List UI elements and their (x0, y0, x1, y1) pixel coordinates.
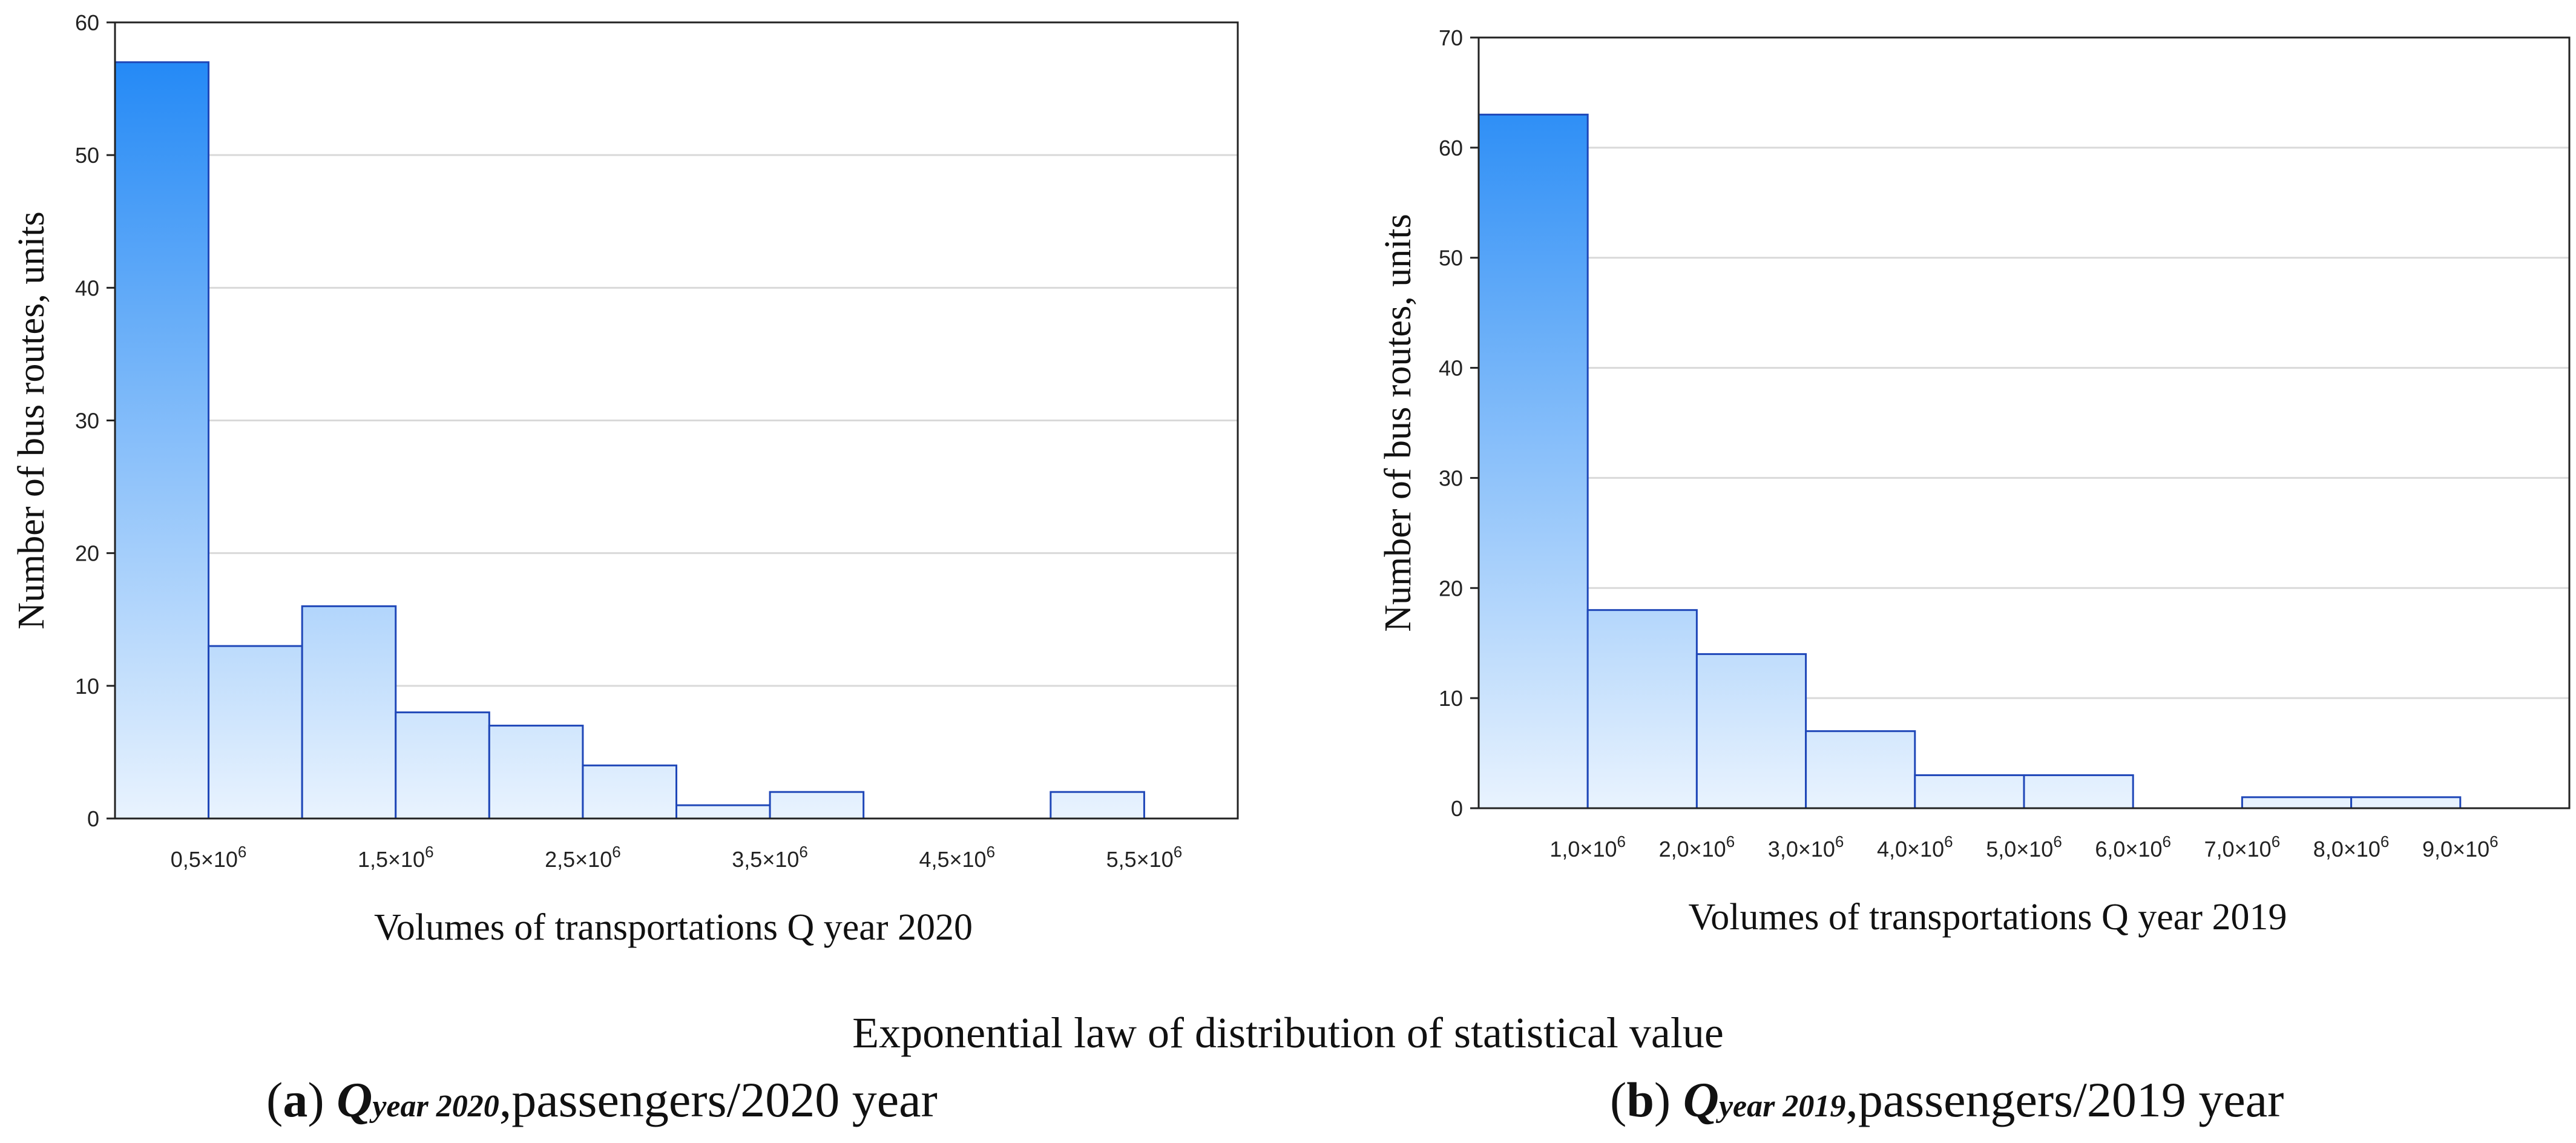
x-tick-label: 5,0×106 (1986, 832, 2062, 861)
histogram-bar (114, 61, 210, 820)
y-tick-label: 40 (75, 275, 99, 300)
x-tick-label: 6,0×106 (2095, 832, 2171, 861)
y-tick-label: 70 (1439, 25, 1463, 50)
histogram-bar (2241, 796, 2353, 809)
subcaption-b: (b) Qyear 2019,passengers/2019 year (1610, 1072, 2284, 1127)
histogram-bar (2350, 796, 2462, 809)
y-tick-label: 60 (75, 10, 99, 35)
histogram-bar (1586, 609, 1698, 809)
y-axis-label: Number of bus routes, units (1378, 214, 1419, 632)
y-tick-label: 20 (1439, 576, 1463, 601)
histogram-bar (582, 764, 678, 820)
subcaption-a-q: Q (337, 1072, 373, 1127)
x-tick-label: 2,5×106 (545, 843, 621, 872)
x-tick-label: 1,0×106 (1549, 832, 1626, 861)
y-tick-label: 50 (1439, 246, 1463, 271)
x-tick-label: 0,5×106 (171, 843, 247, 872)
y-tick-label: 20 (75, 541, 99, 566)
figure-caption: Exponential law of distribution of stati… (852, 1009, 1724, 1057)
x-tick-label: 2,0×106 (1659, 832, 1735, 861)
x-axis-label: Volumes of transportations Q year 2020 (374, 907, 973, 948)
histogram-bar (1805, 730, 1916, 809)
x-tick-label: 4,5×106 (919, 843, 995, 872)
y-tick-label: 10 (75, 674, 99, 699)
histogram-bar (769, 791, 865, 820)
histogram-bar (1695, 653, 1807, 809)
y-tick-label: 40 (1439, 356, 1463, 381)
histogram-bar (1914, 774, 2025, 809)
y-tick-label: 60 (1439, 136, 1463, 160)
y-tick-label: 10 (1439, 686, 1463, 711)
subcaption-a: (a) Qyear 2020,passengers/2020 year (266, 1072, 938, 1127)
subcaption-a-subscript: year 2020 (372, 1089, 499, 1124)
histogram-bar (301, 605, 397, 820)
x-tick-label: 4,0×106 (1877, 832, 1953, 861)
histogram-bar (675, 804, 771, 820)
y-axis-label: Number of bus routes, units (11, 211, 52, 630)
x-tick-label: 7,0×106 (2204, 832, 2281, 861)
x-tick-label: 8,0×106 (2313, 832, 2390, 861)
histogram-bar (208, 645, 303, 820)
y-tick-label: 0 (87, 806, 99, 831)
subcaption-a-label: a (283, 1072, 308, 1127)
histogram-bar (488, 725, 584, 820)
histogram-bar (395, 711, 490, 820)
x-tick-label: 5,5×106 (1106, 843, 1183, 872)
plot-frame (1477, 36, 2571, 809)
x-axis-label: Volumes of transportations Q year 2019 (1689, 897, 2287, 938)
histogram-bar (2023, 774, 2134, 809)
histogram-2020: 0 10 20 30 40 50 60 0,5×106 1,5×106 2,5×106 3,5×10… (11, 10, 1239, 948)
x-tick-label: 3,5×106 (732, 843, 808, 872)
subcaption-a-text: ,passengers/2020 year (499, 1072, 938, 1127)
histogram-2019: 0 10 20 30 40 50 60 70 1,0×106 2,0×106 3,0×106 4,0×… (1378, 25, 2571, 938)
y-tick-label: 30 (1439, 466, 1463, 490)
histogram-bar (1477, 113, 1589, 809)
subcaption-b-q: Q (1683, 1072, 1719, 1127)
x-tick-label: 3,0×106 (1768, 832, 1844, 861)
y-tick-label: 30 (75, 409, 99, 433)
y-tick-label: 0 (1451, 796, 1463, 821)
y-tick-label: 50 (75, 143, 99, 168)
subcaption-b-text: ,passengers/2019 year (1845, 1072, 2284, 1127)
histogram-bar (1050, 791, 1145, 820)
subcaption-b-subscript: year 2019 (1718, 1089, 1846, 1124)
x-tick-label: 9,0×106 (2422, 832, 2499, 861)
x-tick-label: 1,5×106 (358, 843, 434, 872)
subcaption-b-label: b (1626, 1072, 1654, 1127)
